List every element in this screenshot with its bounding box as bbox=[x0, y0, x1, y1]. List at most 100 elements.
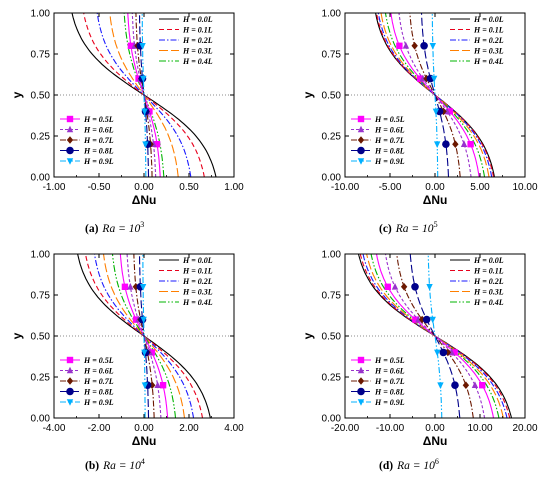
series-marker bbox=[132, 316, 140, 323]
legend-entry: H = 0.0L bbox=[182, 15, 213, 24]
y-tick-label: 0.00 bbox=[322, 173, 342, 184]
series-marker bbox=[159, 382, 167, 389]
legend-marker bbox=[66, 366, 74, 374]
legend-entry: H = 0.9L bbox=[83, 157, 114, 166]
legend-entry: H = 0.4L bbox=[473, 57, 504, 66]
panel-caption: (c) Ra = 105 bbox=[379, 220, 438, 235]
series-marker bbox=[411, 283, 419, 291]
legend-entry: H = 0.0L bbox=[473, 256, 504, 265]
series-marker bbox=[139, 284, 147, 291]
legend-marker bbox=[357, 366, 365, 374]
x-tick-label: 0.00 bbox=[425, 182, 445, 193]
series-line bbox=[396, 254, 474, 418]
series-marker bbox=[422, 315, 431, 324]
series-marker bbox=[451, 381, 459, 390]
legend-marker bbox=[357, 356, 365, 364]
series-marker bbox=[416, 75, 424, 82]
series-marker bbox=[142, 141, 149, 148]
x-tick-label: 0.00 bbox=[425, 423, 445, 434]
legend-entry: H = 0.4L bbox=[182, 298, 213, 307]
caption-text: Ra = 10 bbox=[101, 223, 140, 235]
series-marker bbox=[437, 382, 444, 389]
series-line bbox=[102, 254, 186, 418]
legend-entry: H = 0.3L bbox=[473, 47, 504, 56]
series-group bbox=[357, 254, 513, 418]
y-axis-label: y bbox=[10, 332, 24, 339]
legend-entry: H = 0.8L bbox=[83, 388, 114, 397]
series-marker bbox=[121, 283, 129, 290]
x-tick-label: 0.50 bbox=[179, 182, 199, 193]
panel-caption: (b) Ra = 104 bbox=[85, 457, 145, 472]
series-marker bbox=[141, 349, 148, 357]
chart-panel-3: -10.00 -5.00 0.00 5.00 10.00 0.00 0.25 0.50 0.75… bbox=[301, 9, 538, 236]
x-tick-label: -10.00 bbox=[331, 182, 360, 193]
legend-entry: H = 0.5L bbox=[83, 356, 114, 365]
legend-entry: H = 0.5L bbox=[374, 356, 405, 365]
y-tick-label: 0.00 bbox=[31, 173, 51, 184]
caption-exponent: 6 bbox=[435, 457, 439, 466]
series-marker bbox=[471, 381, 479, 388]
legend-marker bbox=[66, 387, 74, 396]
series-marker bbox=[430, 75, 438, 83]
y-tick-label: 0.50 bbox=[31, 91, 51, 102]
legend-marker bbox=[66, 125, 74, 133]
legend-entry: H = 0.7L bbox=[374, 377, 405, 386]
legend-entry: H = 0.2L bbox=[182, 277, 213, 286]
x-tick-label: 10.00 bbox=[512, 182, 537, 193]
y-axis-label: y bbox=[10, 91, 24, 98]
y-tick-label: 0.25 bbox=[322, 373, 342, 384]
series-line bbox=[375, 13, 495, 177]
legend-entry: H = 0.7L bbox=[83, 136, 114, 145]
legend-entry: H = 0.2L bbox=[473, 277, 504, 286]
y-tick-label: 1.00 bbox=[322, 9, 342, 20]
series-marker bbox=[140, 75, 147, 83]
legend-marker bbox=[357, 125, 365, 133]
legend-marker bbox=[66, 377, 74, 385]
caption-exponent: 4 bbox=[141, 457, 145, 466]
x-tick-label: 20.00 bbox=[512, 423, 537, 434]
series-marker bbox=[429, 316, 436, 324]
series-line bbox=[131, 13, 157, 177]
series-marker bbox=[391, 283, 399, 290]
legend-entry: H = 0.3L bbox=[182, 288, 213, 297]
caption-exponent: 3 bbox=[140, 220, 144, 229]
legend-marker bbox=[357, 158, 365, 165]
chart-panel-2: -4.00 -2.00 0.00 2.00 4.00 0.00 0.25 0.50 0.75 1.… bbox=[10, 250, 244, 473]
legend-entry: H = 0.9L bbox=[374, 157, 405, 166]
series-marker bbox=[442, 140, 450, 148]
legend-marker bbox=[357, 387, 365, 396]
series-line bbox=[93, 254, 195, 418]
panel-caption: (d) Ra = 106 bbox=[379, 457, 439, 472]
legend-entry: H = 0.1L bbox=[473, 26, 504, 35]
series-marker bbox=[140, 316, 147, 324]
y-axis-label: y bbox=[301, 332, 315, 339]
series-marker bbox=[439, 348, 448, 357]
legend-entry: H = 0.7L bbox=[83, 377, 114, 386]
series-marker bbox=[148, 349, 156, 356]
legend-entry: H = 0.8L bbox=[374, 388, 405, 397]
series-line bbox=[142, 254, 146, 418]
legend-entry: H = 0.8L bbox=[83, 147, 114, 156]
legend-entry: H = 0.2L bbox=[182, 36, 213, 45]
legend-entry: H = 0.1L bbox=[182, 267, 213, 276]
x-tick-label: 5.00 bbox=[470, 182, 490, 193]
chart-panel-4: -20.00 -10.00 0.00 10.00 20.00 0.00 0.25 0.50 0.… bbox=[301, 250, 538, 473]
series-marker bbox=[462, 381, 470, 389]
series-marker bbox=[426, 284, 433, 291]
y-tick-label: 0.75 bbox=[31, 50, 51, 61]
legend-entry: H = 0.6L bbox=[83, 126, 114, 135]
legend-entry: H = 0.6L bbox=[374, 367, 405, 376]
series-marker bbox=[460, 140, 468, 147]
caption-text: Ra = 10 bbox=[395, 223, 434, 235]
y-tick-label: 0.50 bbox=[31, 332, 51, 343]
x-axis-label: ΔNu bbox=[132, 193, 157, 207]
y-tick-label: 0.25 bbox=[31, 373, 51, 384]
legend-entry: H = 0.2L bbox=[473, 36, 504, 45]
caption-text: Ra = 10 bbox=[102, 460, 141, 472]
x-tick-label: -10.00 bbox=[376, 423, 405, 434]
y-tick-label: 1.00 bbox=[322, 250, 342, 261]
caption-letter: (d) bbox=[379, 460, 393, 472]
x-axis-label: ΔNu bbox=[423, 193, 448, 207]
y-tick-label: 0.00 bbox=[31, 414, 51, 425]
